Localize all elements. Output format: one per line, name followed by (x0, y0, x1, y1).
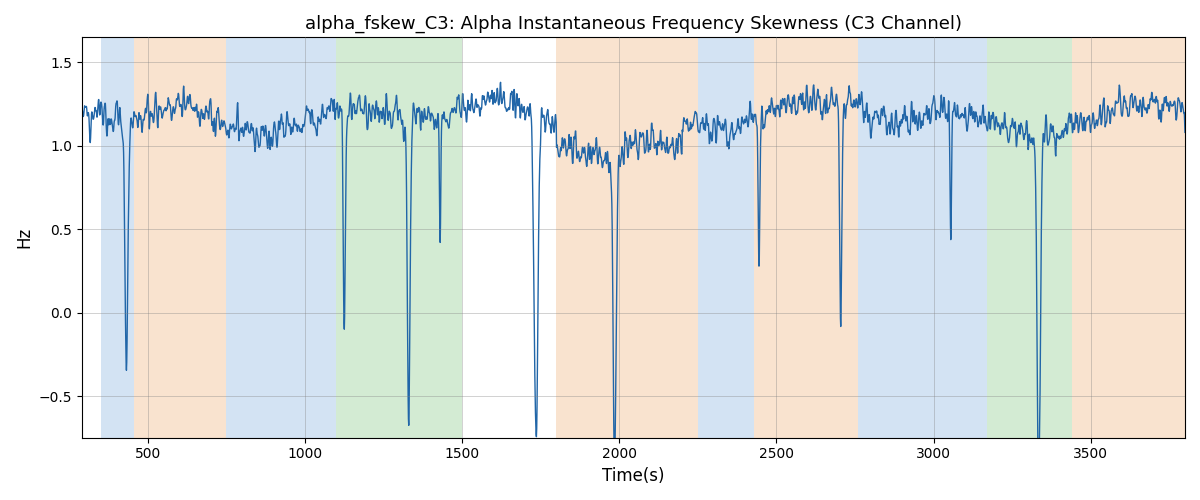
Bar (101, 38, 133, 438)
Bar (698, 38, 755, 438)
Bar (986, 38, 1072, 438)
Bar (557, 38, 698, 438)
Bar (336, 38, 462, 438)
Bar (227, 38, 336, 438)
Bar (133, 38, 227, 438)
Bar (1072, 38, 1186, 438)
Bar (755, 38, 858, 438)
X-axis label: Time(s): Time(s) (602, 467, 665, 485)
Y-axis label: Hz: Hz (14, 227, 34, 248)
Title: alpha_fskew_C3: Alpha Instantaneous Frequency Skewness (C3 Channel): alpha_fskew_C3: Alpha Instantaneous Freq… (305, 15, 962, 34)
Bar (858, 38, 986, 438)
